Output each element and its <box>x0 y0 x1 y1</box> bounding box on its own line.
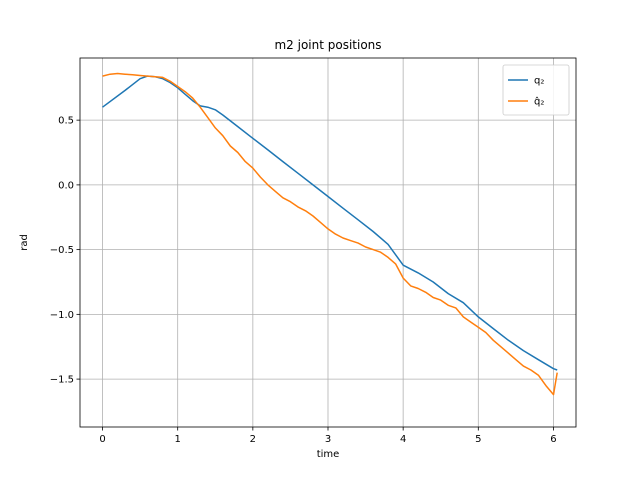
x-tick-label: 4 <box>400 434 406 445</box>
y-axis-label: rad <box>19 234 30 251</box>
series-line-2 <box>102 72 558 396</box>
series-line-1 <box>102 75 558 371</box>
y-tick-label: −1.0 <box>50 310 74 321</box>
legend: q₂ q̂₂ <box>502 64 570 116</box>
chart-title: m2 joint positions <box>274 38 381 52</box>
x-tick-label: 5 <box>475 434 481 445</box>
y-axis-ticks: −1.5 −1.0 −0.5 0.0 0.5 <box>50 116 80 386</box>
series-layer <box>102 72 558 396</box>
x-axis-label: time <box>317 449 340 460</box>
y-tick-label: 0.0 <box>58 180 74 191</box>
x-tick-label: 3 <box>325 434 331 445</box>
x-tick-label: 1 <box>175 434 181 445</box>
legend-label-1: q₂ <box>534 76 544 87</box>
x-tick-label: 6 <box>550 434 556 445</box>
x-axis-ticks: 0 1 2 3 4 5 6 <box>99 427 557 445</box>
legend-label-2: q̂₂ <box>534 96 544 108</box>
x-tick-label: 0 <box>99 434 105 445</box>
grid-lines <box>80 58 576 427</box>
y-tick-label: 0.5 <box>58 116 74 127</box>
y-tick-label: −1.5 <box>50 375 74 386</box>
legend-box <box>502 64 570 116</box>
y-tick-label: −0.5 <box>50 245 74 256</box>
x-tick-label: 2 <box>250 434 256 445</box>
